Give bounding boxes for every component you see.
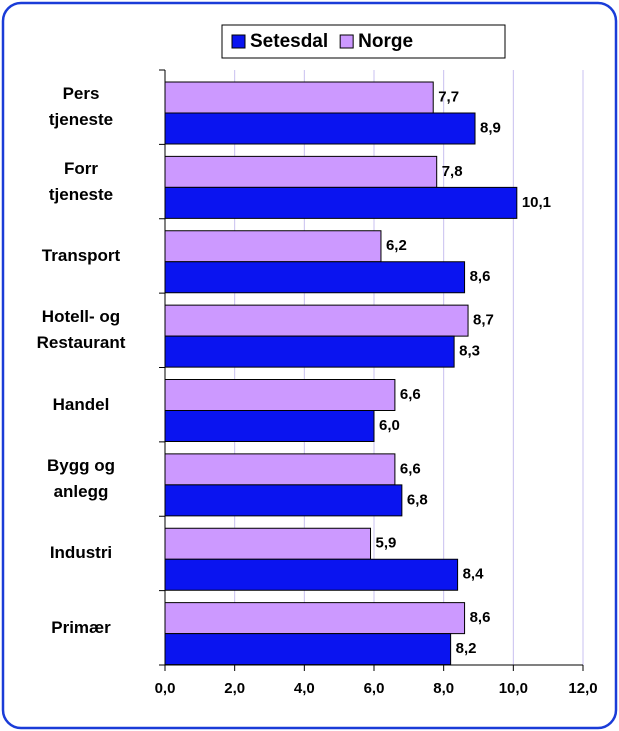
data-label: 10,1	[522, 194, 551, 211]
bar	[164, 453, 396, 486]
data-label: 6,8	[407, 491, 428, 508]
bar	[164, 230, 382, 263]
data-label: 6,6	[400, 386, 421, 403]
data-label: 8,7	[473, 312, 494, 329]
y-tick-label: Primær	[51, 617, 111, 637]
bar	[164, 335, 455, 368]
bar	[164, 155, 438, 188]
y-tick-label: Industri	[49, 543, 113, 563]
data-label: 8,2	[456, 640, 477, 657]
bar	[164, 186, 518, 219]
legend-swatch	[231, 34, 246, 49]
x-tick-label: 0,0	[155, 680, 176, 697]
x-tick-label: 10,0	[499, 680, 528, 697]
bar	[164, 558, 459, 591]
data-label: 8,3	[459, 343, 480, 360]
x-tick-label: 6,0	[364, 680, 385, 697]
bar	[164, 410, 375, 442]
bar	[164, 633, 452, 666]
bar	[164, 484, 403, 517]
x-tick-label: 4,0	[294, 680, 315, 697]
data-label: 6,2	[386, 237, 407, 254]
legend-label: Norge	[358, 31, 413, 52]
y-tick-label: Forr tjeneste	[48, 158, 114, 204]
x-tick-label: 2,0	[224, 680, 245, 697]
y-tick-label: Hotell- og Restaurant	[36, 307, 126, 353]
y-tick-label: Bygg og anlegg	[47, 456, 115, 502]
legend-swatch	[339, 34, 354, 49]
data-label: 7,7	[438, 88, 459, 105]
y-tick-label: Pers tjeneste	[48, 84, 114, 130]
data-label: 6,0	[379, 417, 400, 434]
bar	[164, 602, 466, 635]
data-label: 6,6	[400, 460, 421, 477]
x-tick-label: 8,0	[433, 680, 454, 697]
data-label: 7,8	[442, 163, 463, 180]
bar	[164, 304, 469, 337]
data-label: 8,9	[480, 119, 501, 136]
bar	[164, 112, 476, 145]
legend-label: Setesdal	[250, 31, 328, 52]
bar	[164, 379, 396, 411]
y-tick-label: Transport	[41, 245, 121, 265]
data-label: 5,9	[376, 535, 397, 552]
data-label: 8,4	[463, 566, 485, 583]
data-label: 8,6	[470, 609, 491, 626]
y-tick-label: Handel	[52, 394, 110, 414]
legend-box	[221, 24, 506, 59]
bar	[164, 527, 372, 560]
bar	[164, 81, 434, 114]
data-label: 8,6	[470, 268, 491, 285]
x-tick-label: 12,0	[568, 680, 597, 697]
bar	[164, 261, 466, 294]
